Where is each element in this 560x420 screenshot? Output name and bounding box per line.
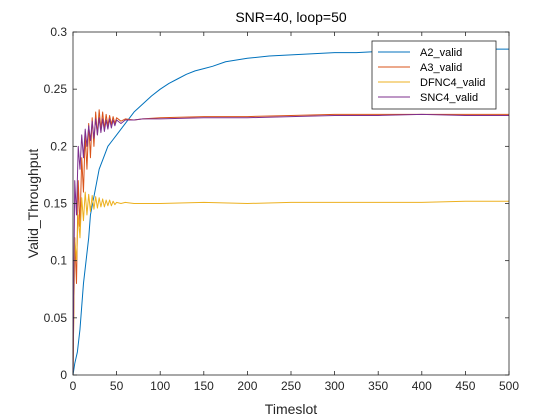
x-tick-label: 350 [368,379,388,393]
x-tick-label: 500 [499,379,519,393]
y-axis-title: Valid_Throughput [25,149,41,259]
x-axis-title: Timeslot [265,401,317,417]
legend-label-4: SNC4_valid [420,92,478,104]
y-tick-label: 0.05 [44,311,68,325]
y-tick-label: 0.1 [50,254,67,268]
series-line-3 [72,191,509,376]
y-tick-label: 0.15 [44,197,68,211]
x-tick-label: 100 [150,379,170,393]
x-tick-label: 450 [455,379,475,393]
x-tick-label: 150 [194,379,214,393]
legend: A2_valid A3_valid DFNC4_valid SNC4_valid [371,40,497,110]
legend-label-1: A2_valid [420,47,462,59]
legend-label-3: DFNC4_valid [420,77,485,89]
x-tick-label: 300 [325,379,345,393]
legend-label-2: A3_valid [420,62,462,74]
series-line-4 [72,113,509,376]
axes-layer: 0 50 100 150 200 250 300 350 400 450 500 0 0.05 0.1 0.… [44,25,520,393]
x-tick-label: 400 [412,379,432,393]
x-tick-label: 200 [237,379,257,393]
y-tick-label: 0.25 [44,82,68,96]
x-tick-label: 0 [70,379,77,393]
x-tick-label: 50 [110,379,124,393]
series-layer [72,48,509,376]
y-tick-label: 0.3 [50,25,67,39]
y-tick-label: 0 [60,368,67,382]
series-line-2 [72,109,509,376]
x-tick-label: 250 [281,379,301,393]
chart-title: SNR=40, loop=50 [235,9,347,25]
y-tick-label: 0.2 [50,139,67,153]
series-line-1 [72,48,509,376]
